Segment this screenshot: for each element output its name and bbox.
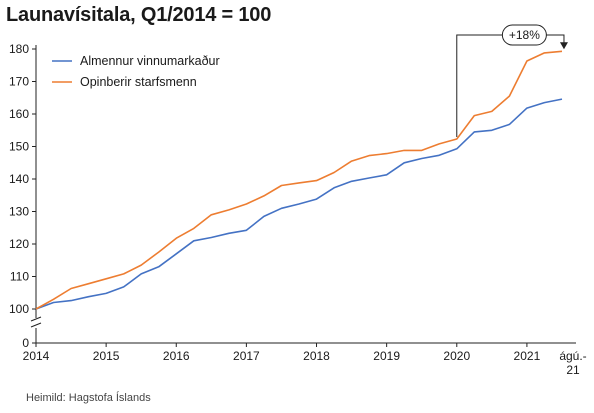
x-tick-labels: 2014 2015 2016 2017 2018 2019 2020 2021 ágú.-21: [23, 343, 587, 377]
annotation-arrow-head: [559, 42, 568, 50]
axis-break-mark: [30, 316, 42, 322]
series-line-2: [35, 50, 563, 310]
chart-axes: [30, 45, 576, 344]
y-tick-label: 150: [9, 140, 29, 154]
source-note: Heimild: Hagstofa Íslands: [26, 392, 151, 404]
series-lines: [35, 50, 563, 310]
y-tick-label: 180: [9, 42, 29, 56]
series-line-1: [35, 98, 563, 310]
y-tick-label: 120: [9, 237, 29, 251]
change-annotation: +18%: [456, 24, 568, 138]
legend-label-1: Almennur vinnumarkaður: [80, 54, 220, 68]
x-tick-label: 2014: [23, 349, 50, 363]
chart-title: Launavísitala, Q1/2014 = 100: [6, 4, 272, 26]
x-tick-label: 2016: [163, 349, 190, 363]
x-tick-label: 2021: [514, 349, 541, 363]
y-tick-label: 170: [9, 75, 29, 89]
y-tick-label: 0: [22, 336, 29, 350]
x-tick-label: 2020: [443, 349, 470, 363]
y-tick-label: 130: [9, 205, 29, 219]
chart-legend: Almennur vinnumarkaður Opinberir starfsme…: [52, 54, 220, 89]
y-tick-label: 160: [9, 107, 29, 121]
y-tick-label: 100: [9, 302, 29, 316]
x-tick-label: ágú.-21: [559, 349, 586, 377]
annotation-label-box: [501, 24, 547, 46]
y-tick-labels: 0 100 110 120 130 140 150 160 170 180: [9, 42, 36, 350]
axis-break-mark: [30, 322, 42, 328]
y-tick-label: 110: [10, 270, 29, 284]
x-tick-label: 2019: [373, 349, 400, 363]
x-tick-label: 2017: [233, 349, 260, 363]
legend-label-2: Opinberir starfsmenn: [80, 75, 197, 89]
x-tick-label: 2015: [93, 349, 120, 363]
x-tick-label: 2018: [303, 349, 330, 363]
annotation-bracket: [456, 34, 565, 138]
y-tick-label: 140: [9, 172, 29, 186]
annotation-label: +18%: [509, 28, 540, 42]
